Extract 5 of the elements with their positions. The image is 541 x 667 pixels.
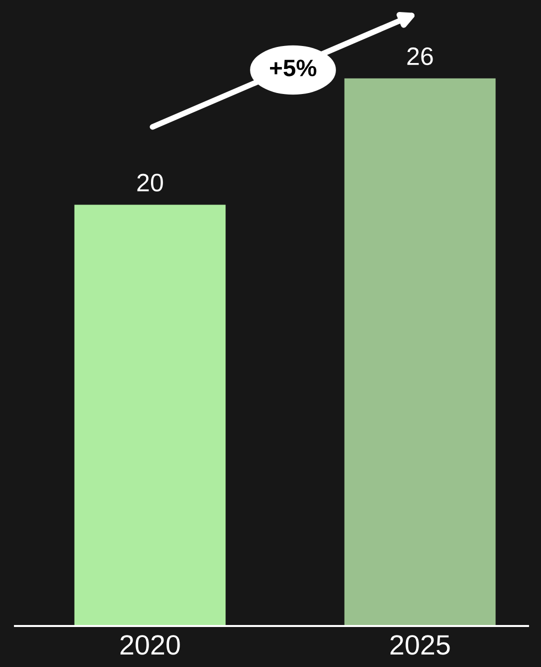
x-tick-label: 2025: [390, 635, 450, 655]
data-label: 20: [137, 174, 163, 192]
data-label: 26: [407, 47, 433, 66]
x-tick-label: 2020: [120, 635, 180, 655]
text: +5%: [270, 60, 316, 76]
